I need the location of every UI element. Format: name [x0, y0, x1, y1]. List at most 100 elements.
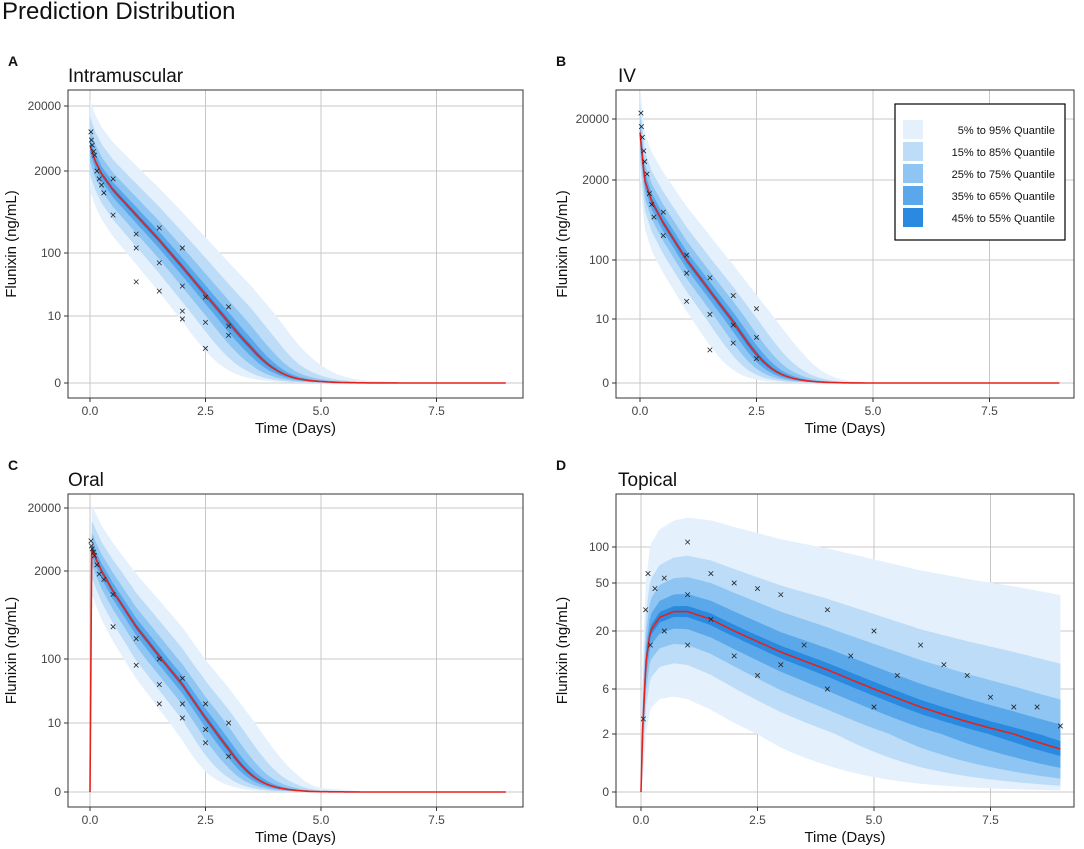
- observation-point: [778, 662, 784, 668]
- y-tick-label: 20: [596, 624, 610, 638]
- observation-point: [133, 231, 139, 237]
- y-tick-label: 0: [602, 376, 609, 390]
- observation-point: [730, 340, 736, 346]
- observation-point: [133, 279, 139, 285]
- observation-point: [226, 323, 232, 329]
- x-tick-label: 5.0: [313, 404, 330, 418]
- observation-point: [1011, 704, 1017, 710]
- x-tick-label: 7.5: [428, 404, 445, 418]
- quantile-band-3: [641, 594, 1061, 792]
- legend-label-25-75: 25% to 75% Quantile: [952, 169, 1055, 181]
- observation-point: [778, 592, 784, 598]
- panel-title-iv: IV: [618, 66, 636, 87]
- observation-point: [639, 134, 645, 140]
- plot-frame: [615, 89, 1075, 399]
- observation-point: [651, 214, 657, 220]
- observation-point: [646, 191, 652, 197]
- observation-point: [731, 653, 737, 659]
- panel-title-oral: Oral: [68, 470, 104, 491]
- panel-title-topical: Topical: [618, 470, 677, 491]
- observation-point: [156, 225, 162, 231]
- y-tick-label: 0: [54, 376, 61, 390]
- observation-point: [753, 306, 760, 312]
- observation-point: [101, 576, 107, 583]
- observation-point: [202, 740, 209, 746]
- observation-point: [156, 701, 162, 707]
- observation-point: [645, 570, 651, 577]
- observation-point: [88, 129, 94, 135]
- observation-point: [640, 716, 646, 722]
- observation-point: [1057, 723, 1063, 729]
- observation-point: [684, 270, 690, 276]
- y-tick-label: 10: [596, 312, 610, 326]
- y-tick-label: 2: [602, 727, 609, 741]
- observation-point: [89, 546, 95, 552]
- observation-point: [1034, 704, 1040, 710]
- observation-point: [202, 319, 209, 325]
- observation-point: [179, 308, 185, 314]
- observation-point: [661, 575, 667, 581]
- observation-point: [685, 642, 691, 648]
- observation-point: [133, 245, 139, 251]
- legend-label-5-95: 5% to 95% Quantile: [958, 125, 1055, 137]
- observation-point: [685, 539, 691, 545]
- observation-point: [824, 686, 830, 692]
- observation-point: [731, 580, 737, 586]
- observation-point: [642, 159, 648, 165]
- x-tick-label: 7.5: [981, 404, 998, 418]
- y-tick-label: 2000: [34, 564, 61, 578]
- plot-frame: [67, 493, 524, 808]
- y-tick-label: 20000: [28, 99, 62, 113]
- x-axis-title: Time (Days): [804, 829, 885, 846]
- observation-point: [652, 585, 658, 592]
- legend-swatch-35-65: [903, 186, 923, 205]
- panel-title-intramuscular: Intramuscular: [68, 66, 184, 87]
- y-tick-label: 2000: [34, 164, 61, 178]
- legend-box: [894, 103, 1066, 241]
- observation-point: [226, 720, 232, 726]
- x-tick-label: 2.5: [197, 813, 214, 827]
- observation-point: [638, 110, 644, 116]
- x-axis-title: Time (Days): [255, 420, 336, 437]
- quantile-band-1: [90, 116, 506, 383]
- legend: 5% to 95% Quantile 15% to 85% Quantile 2…: [894, 103, 1066, 241]
- observation-point: [179, 316, 185, 322]
- observation-point: [941, 662, 947, 668]
- y-axis-title: Flunixin (ng/mL): [554, 597, 571, 705]
- y-tick-label: 100: [589, 253, 609, 267]
- y-tick-label: 2000: [582, 173, 609, 187]
- x-axis-title: Time (Days): [804, 420, 885, 437]
- x-tick-label: 5.0: [865, 404, 882, 418]
- observation-point: [133, 662, 139, 668]
- observation-point: [754, 672, 761, 679]
- x-tick-label: 0.0: [82, 813, 99, 827]
- plot-frame: [67, 89, 524, 399]
- observation-point: [94, 168, 100, 174]
- observation-point: [202, 701, 209, 707]
- observation-point: [660, 232, 666, 239]
- observation-point: [730, 293, 736, 299]
- observation-point: [156, 260, 162, 266]
- observation-point: [179, 283, 185, 289]
- observation-point: [110, 624, 116, 630]
- observation-point: [226, 753, 232, 759]
- panel-letter-a: A: [8, 53, 18, 69]
- quantile-band-1: [90, 521, 506, 792]
- median-line: [89, 547, 506, 793]
- quantile-band-1: [640, 103, 1060, 384]
- observation-point: [753, 356, 760, 362]
- panel-topical: D Topical 0.0 2.5 5.0 7.5 0 2 6 20 50 100 Time (Da…: [554, 457, 1075, 846]
- page-title: Prediction Distribution: [2, 0, 236, 25]
- y-tick-label: 100: [589, 540, 609, 554]
- observation-point: [110, 212, 116, 218]
- observation-point: [987, 694, 994, 700]
- observation-point: [88, 137, 94, 143]
- plot-frame: [615, 493, 1075, 808]
- quantile-band-2: [90, 533, 506, 792]
- observation-point: [707, 347, 713, 353]
- legend-label-35-65: 35% to 65% Quantile: [952, 191, 1055, 203]
- y-tick-label: 50: [596, 576, 610, 590]
- observation-point: [661, 628, 667, 634]
- x-tick-label: 7.5: [982, 813, 999, 827]
- observation-point: [101, 190, 107, 196]
